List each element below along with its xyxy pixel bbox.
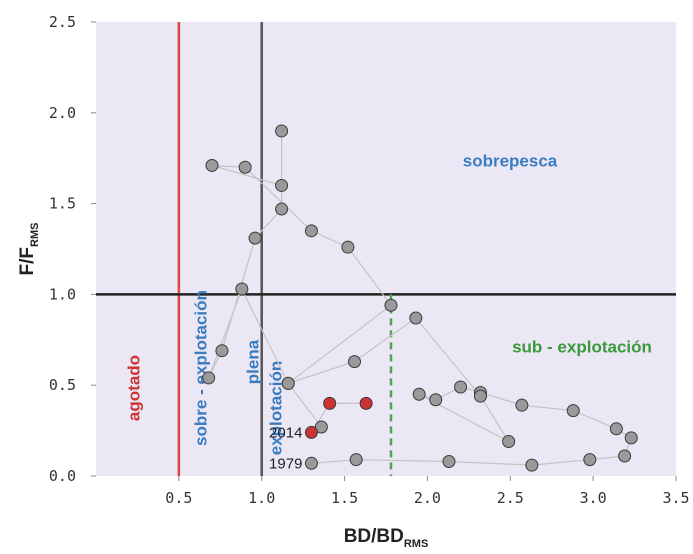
data-point bbox=[238, 160, 252, 174]
y-axis-title: F/FRMS bbox=[17, 223, 41, 276]
annotation-1979: 1979 bbox=[269, 455, 302, 472]
data-point bbox=[515, 398, 529, 412]
data-point bbox=[275, 124, 289, 138]
data-points bbox=[202, 124, 638, 472]
data-point bbox=[624, 431, 638, 445]
x-axis-title: BD/BDRMS bbox=[344, 526, 429, 550]
zone-label-plena: plena bbox=[244, 339, 263, 384]
data-point bbox=[248, 231, 262, 245]
x-tick-label: 2.5 bbox=[497, 489, 524, 507]
data-point bbox=[215, 344, 229, 358]
zone-label-sub-explotacion: sub - explotación bbox=[512, 338, 652, 357]
data-point bbox=[409, 311, 423, 325]
data-point bbox=[281, 376, 295, 390]
zone-label-agotado: agotado bbox=[125, 355, 144, 421]
x-axis-title-subscript: RMS bbox=[404, 538, 428, 550]
data-point-highlight bbox=[359, 396, 373, 410]
year-annotations: 1979 2014 bbox=[269, 424, 302, 472]
data-point bbox=[583, 453, 597, 467]
data-point bbox=[566, 404, 580, 418]
data-point bbox=[454, 380, 468, 394]
data-point bbox=[429, 393, 443, 407]
x-tick-label: 1.0 bbox=[248, 489, 275, 507]
y-tick-label: 2.5 bbox=[49, 13, 76, 31]
data-point-highlight bbox=[323, 396, 337, 410]
y-tick-label: 1.5 bbox=[49, 195, 76, 213]
data-point bbox=[618, 449, 632, 463]
x-tick-label: 1.5 bbox=[331, 489, 358, 507]
x-axis-ticks: 0.5 1.0 1.5 2.0 2.5 3.0 3.5 bbox=[165, 476, 690, 507]
x-tick-label: 2.0 bbox=[414, 489, 441, 507]
zone-label-explotacion: explotación bbox=[267, 361, 286, 455]
data-point bbox=[384, 298, 398, 312]
y-tick-label: 2.0 bbox=[49, 104, 76, 122]
data-point-highlight bbox=[304, 425, 318, 439]
x-tick-label: 3.0 bbox=[580, 489, 607, 507]
annotation-2014: 2014 bbox=[269, 424, 302, 441]
x-tick-label: 3.5 bbox=[662, 489, 689, 507]
zone-label-sobre-explotacion: sobre - explotación bbox=[192, 290, 211, 446]
zone-label-sobrepesca: sobrepesca bbox=[463, 152, 558, 171]
zone-labels: agotado sobre - explotación plena explot… bbox=[125, 152, 652, 456]
data-point bbox=[202, 371, 216, 385]
data-point bbox=[525, 458, 539, 472]
data-point bbox=[314, 420, 328, 434]
data-point bbox=[412, 387, 426, 401]
y-tick-label: 0.0 bbox=[49, 467, 76, 485]
data-point bbox=[304, 456, 318, 470]
data-point bbox=[348, 355, 362, 369]
plot-background bbox=[96, 22, 676, 476]
data-point bbox=[275, 202, 289, 216]
data-point bbox=[473, 389, 487, 403]
x-axis-title-main: BD/BD bbox=[344, 526, 404, 547]
data-point bbox=[275, 178, 289, 192]
data-point bbox=[341, 240, 355, 254]
y-axis-title-subscript: RMS bbox=[29, 223, 41, 247]
data-point bbox=[205, 158, 219, 172]
y-axis-ticks: 0.0 0.5 1.0 1.5 2.0 2.5 bbox=[49, 13, 96, 485]
y-tick-label: 1.0 bbox=[49, 285, 76, 303]
data-point bbox=[349, 453, 363, 467]
y-axis-title-main: F/F bbox=[17, 247, 38, 276]
y-tick-label: 0.5 bbox=[49, 376, 76, 394]
data-point bbox=[235, 282, 249, 296]
data-point bbox=[442, 454, 456, 468]
data-point bbox=[502, 434, 516, 448]
data-point bbox=[609, 422, 623, 436]
x-tick-label: 0.5 bbox=[165, 489, 192, 507]
data-point bbox=[304, 224, 318, 238]
reference-lines bbox=[96, 22, 676, 476]
